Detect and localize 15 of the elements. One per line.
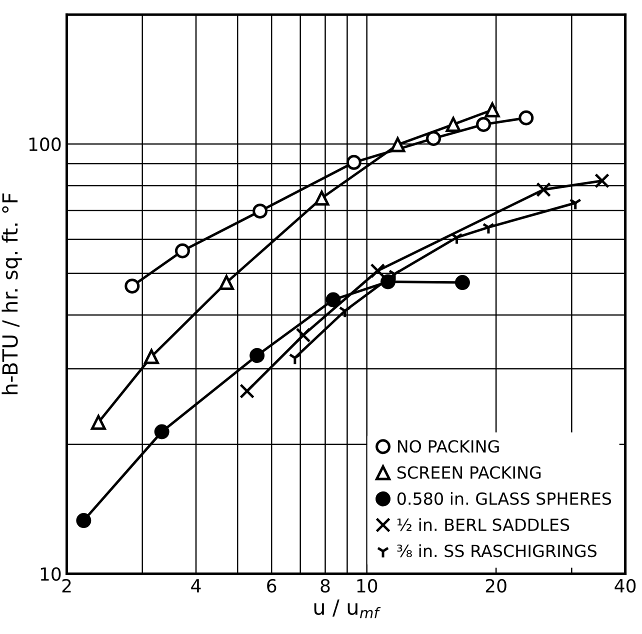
y-axis-title: h-BTU / hr. sq. ft. °F — [2, 194, 22, 394]
legend-label: NO PACKING — [398, 440, 499, 453]
legend-label: SCREEN PACKING — [397, 466, 541, 479]
legend-label: ⅜ in. SS RASCHIGRINGS — [397, 544, 596, 558]
x-tick-label: 8 — [320, 578, 330, 593]
x-tick-label: 20 — [486, 578, 506, 593]
x-tick-label: 6 — [267, 578, 276, 593]
x-tick-label: 40 — [614, 578, 636, 593]
legend-label: 0.580 in. GLASS SPHERES — [397, 492, 612, 505]
legend-label: ½ in. BERL SADDLES — [397, 518, 570, 532]
x-axis-title: u / u$_{mf}$ — [314, 600, 381, 618]
x-tick-label: 4 — [191, 579, 201, 592]
y-tick-label: 100 — [29, 137, 61, 152]
x-tick-label: 10 — [357, 578, 378, 593]
x-tick-label: 2 — [62, 578, 71, 592]
